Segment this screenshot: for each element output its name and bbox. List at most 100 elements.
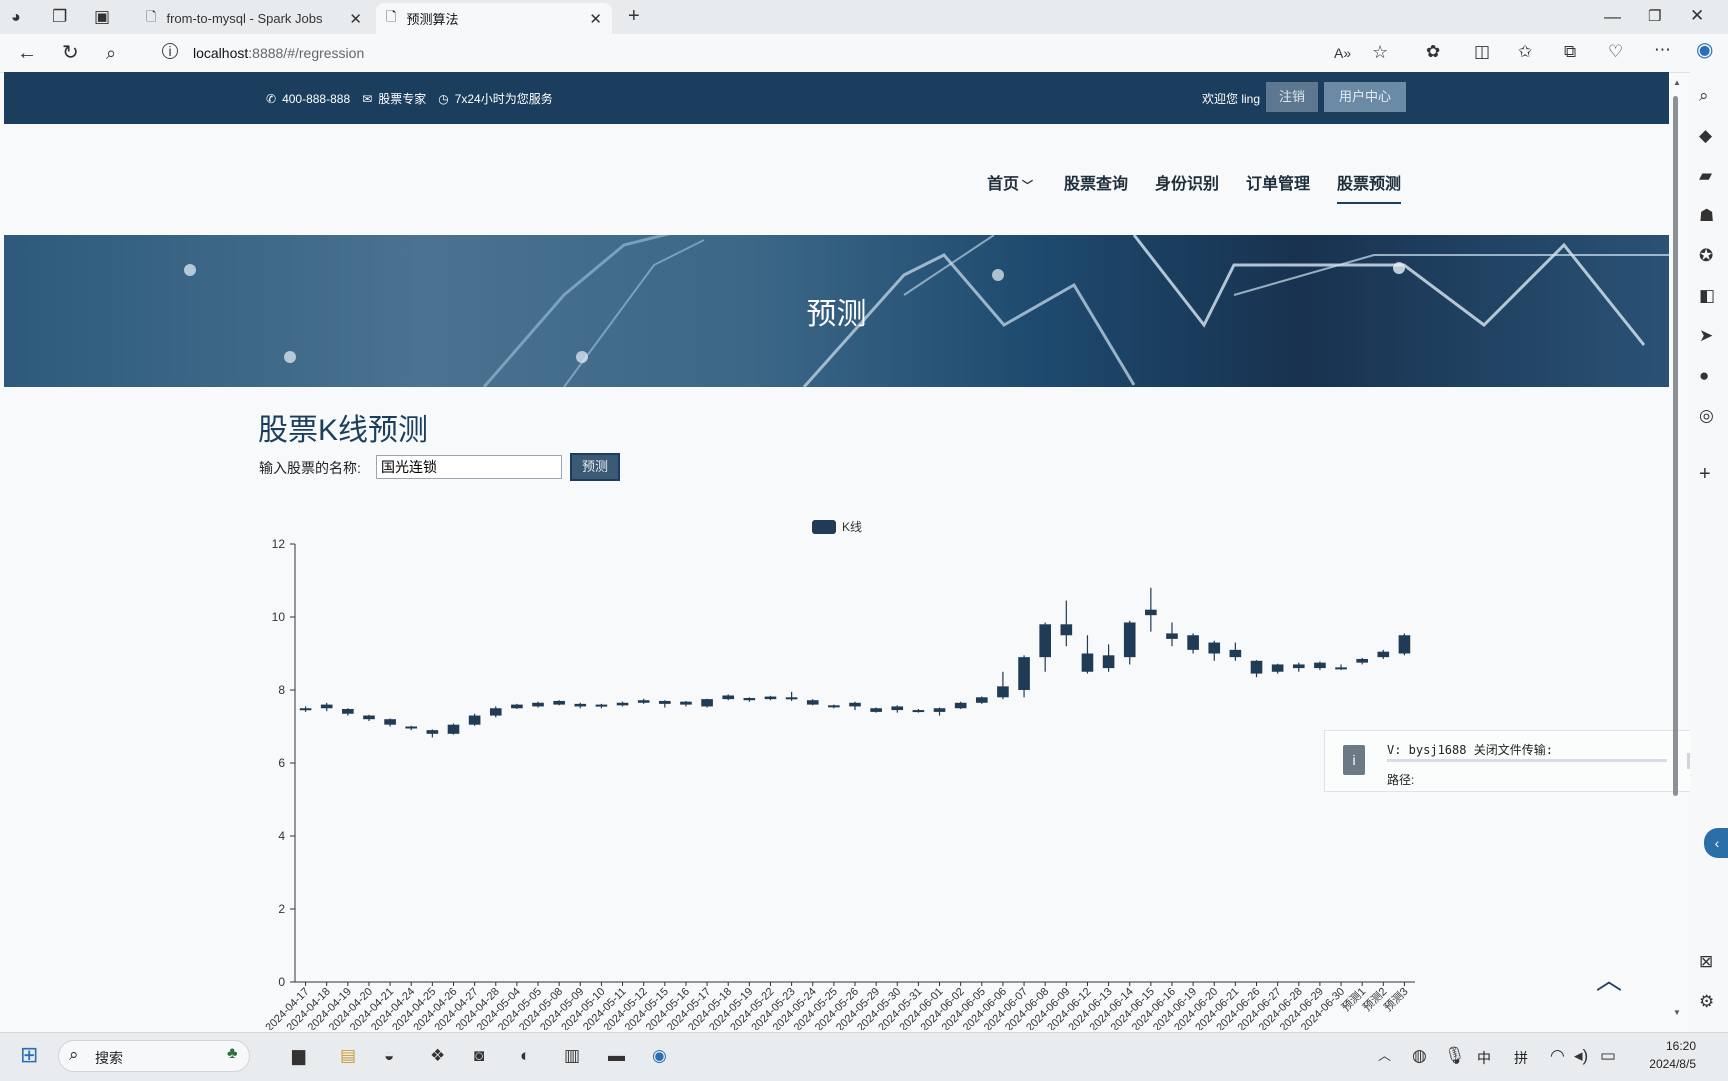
candle-body (532, 702, 544, 707)
tab-actions-icon[interactable]: ▣ (94, 7, 111, 26)
task-view-icon[interactable]: ▆ (292, 1046, 306, 1065)
spotify-icon[interactable]: ◎ (1699, 406, 1714, 425)
file-transfer-notification: i V: bysj1688 关闭文件传输: 路径: ✕ (1324, 730, 1718, 792)
split-screen-icon[interactable]: ◫ (1474, 42, 1491, 61)
candle-body (680, 701, 692, 705)
candle-body (468, 715, 481, 725)
chevron-up-icon[interactable]: ︿ (1378, 1048, 1392, 1063)
back-icon[interactable]: ← (17, 42, 37, 64)
send-icon[interactable]: ➤ (1699, 326, 1714, 345)
candle-body (574, 703, 587, 707)
close-icon[interactable]: ✕ (589, 11, 602, 28)
refresh-icon[interactable]: ↻ (62, 42, 79, 64)
app-icon[interactable]: ◒ (384, 1046, 395, 1065)
close-icon[interactable]: ✕ (349, 11, 362, 28)
candle-body (1292, 664, 1305, 669)
ime-lang[interactable]: 中 (1477, 1050, 1491, 1066)
window-close-icon[interactable]: ✕ (1690, 6, 1705, 25)
candle-body (1314, 662, 1326, 669)
tab-spark-jobs[interactable]: 🗋 from-to-mysql - Spark Jobs ✕ (136, 3, 372, 34)
ime-mode[interactable]: 拼 (1514, 1050, 1528, 1066)
terminal-icon[interactable]: ▬ (608, 1046, 625, 1065)
toolbox-icon[interactable]: ▰ (1699, 166, 1713, 185)
battery-icon[interactable]: ▭ (1600, 1046, 1617, 1065)
url-field[interactable]: localhost:8888/#/regression (193, 45, 364, 61)
back-to-top-icon[interactable]: ︿ (1596, 965, 1623, 995)
nav-stock-query[interactable]: 股票查询 (1064, 176, 1129, 193)
scroll-up-icon[interactable]: ▲ (1673, 78, 1681, 87)
candle-body (384, 719, 396, 725)
tag-icon[interactable]: ◆ (1699, 126, 1713, 145)
candle-body (1039, 624, 1051, 658)
favorite-star-icon[interactable]: ☆ (1372, 42, 1389, 62)
nav-identity[interactable]: 身份识别 (1155, 176, 1220, 193)
add-icon[interactable]: + (1699, 463, 1711, 485)
wifi-icon[interactable]: ◠ (1550, 1046, 1565, 1065)
extensions-icon[interactable]: ✿ (1426, 42, 1441, 61)
people-icon[interactable]: ☗ (1699, 206, 1715, 225)
new-tab-icon[interactable]: + (628, 5, 640, 27)
page-scrollbar[interactable]: ▲ ▼ (1670, 78, 1681, 1018)
app-icon[interactable]: ❖ (430, 1046, 446, 1065)
scrollbar-thumb[interactable] (1673, 96, 1678, 796)
read-aloud-icon[interactable]: A» (1334, 45, 1352, 61)
chevron-left-icon[interactable]: ‹ (1704, 828, 1728, 858)
volume-icon[interactable]: ◂) (1574, 1046, 1589, 1065)
candle-body (891, 706, 904, 711)
favorites-icon[interactable]: ✩ (1518, 42, 1533, 61)
page-icon: 🗋 (146, 8, 157, 24)
microphone-icon[interactable]: 🎙 (1444, 1046, 1466, 1065)
start-icon[interactable]: ⊞ (20, 1042, 39, 1067)
screenshot-icon[interactable]: ⊠ (1699, 952, 1714, 971)
nav-home[interactable]: 首页 ﹀ (987, 170, 1033, 194)
scroll-down-icon[interactable]: ▼ (1673, 1008, 1681, 1017)
y-axis: 0 2 4 6 8 10 12 (272, 537, 296, 989)
y-tick-label: 6 (278, 756, 285, 770)
taskbar-search[interactable]: ⌕ 搜索 ♣ (58, 1040, 250, 1072)
file-explorer-icon[interactable]: ▤ (340, 1046, 357, 1065)
collections-icon[interactable]: ⧉ (1564, 42, 1577, 61)
nav-orders[interactable]: 订单管理 (1246, 176, 1311, 193)
candles (299, 587, 1411, 738)
search-icon: ⌕ (69, 1045, 79, 1064)
workspaces-icon[interactable]: ❐ (52, 7, 68, 26)
predict-button[interactable]: 预测 (570, 453, 620, 481)
tray-icon[interactable]: ◍ (1412, 1046, 1427, 1065)
gear-icon[interactable]: ⚙ (1699, 992, 1715, 1011)
edge-icon[interactable]: ◉ (652, 1046, 667, 1065)
app-icon[interactable]: ◐ (520, 1046, 531, 1065)
clock-icon: ◷ (438, 91, 449, 106)
candle-body (806, 700, 819, 705)
logout-button[interactable]: 注销 (1266, 82, 1318, 112)
more-icon[interactable]: ⋯ (1654, 40, 1671, 59)
candle-body (1398, 635, 1411, 654)
site-info-icon[interactable]: i (162, 43, 178, 59)
browser-essentials-icon[interactable]: ♡ (1608, 42, 1624, 61)
page-banner: 预测 (4, 235, 1669, 387)
nav-stock-prediction[interactable]: 股票预测 (1337, 176, 1402, 193)
clock-date[interactable]: 2024/8/5 (1649, 1057, 1696, 1071)
candle-body (849, 702, 861, 707)
copilot-icon[interactable]: ◉ (1696, 39, 1714, 61)
main-nav: 首页 ﹀ 股票查询 身份识别 订单管理 股票预测 (4, 124, 1669, 234)
restore-icon[interactable]: ❐ (1648, 8, 1662, 25)
candle-body (1250, 660, 1263, 674)
games-icon[interactable]: ✪ (1699, 246, 1714, 265)
app-icon[interactable]: ◙ (474, 1046, 485, 1065)
app-icon[interactable]: ▥ (564, 1046, 581, 1065)
candle-body (1145, 609, 1157, 616)
office-icon[interactable]: ◧ (1699, 286, 1716, 305)
candle-body (616, 702, 629, 706)
minimize-icon[interactable]: — (1604, 7, 1621, 26)
url-host: localhost (193, 45, 249, 61)
tab-prediction[interactable]: 🗋 预测算法 ✕ (376, 3, 612, 34)
user-center-button[interactable]: 用户中心 (1324, 82, 1406, 112)
profile-icon[interactable]: ◕ (11, 9, 21, 26)
edge-sidebar: ⌕ ◆ ▰ ☗ ✪ ◧ ➤ ● ◎ + ‹ ⊠ ⚙ (1690, 72, 1728, 1032)
stock-name-input[interactable] (376, 455, 562, 479)
x-axis: 2024-04-172024-04-182024-04-192024-04-20… (263, 981, 1415, 1030)
search-icon[interactable]: ⌕ (106, 43, 117, 63)
clock-time[interactable]: 16:20 (1665, 1039, 1696, 1053)
search-icon[interactable]: ⌕ (1699, 86, 1709, 105)
bell-icon[interactable]: ● (1699, 366, 1710, 385)
